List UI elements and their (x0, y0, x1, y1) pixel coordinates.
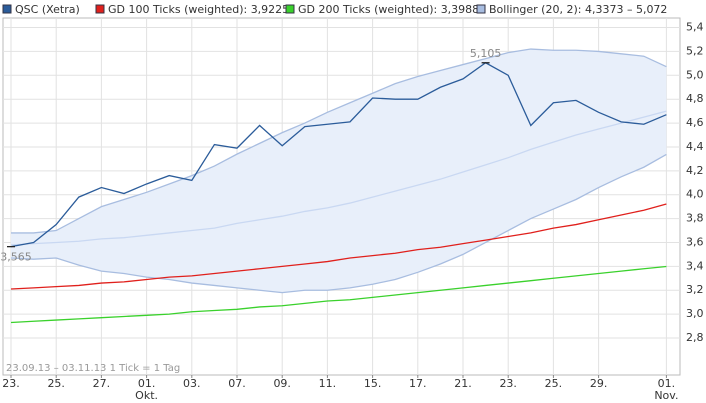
y-tick-label: 5,0 (686, 68, 704, 81)
y-tick-label: 3,6 (686, 235, 704, 248)
legend-swatch (285, 4, 295, 14)
x-tick-label: 25. (544, 377, 563, 390)
series-line (10, 203, 667, 290)
y-tick-label: 2,8 (686, 331, 704, 344)
legend-swatch (2, 4, 12, 14)
x-tick-label: 01. Okt. (135, 377, 159, 402)
x-tick-label: 27. (92, 377, 111, 390)
x-tick-label: 23. (2, 377, 20, 390)
x-tick-label: 29. (589, 377, 608, 390)
y-tick-label: 4,4 (686, 140, 704, 153)
legend-label: GD 100 Ticks (weighted): 3,9225 (108, 3, 289, 16)
y-tick-label: 5,4 (686, 21, 704, 34)
x-tick-label: 15. (363, 377, 382, 390)
x-tick-label: 03. (183, 377, 201, 390)
y-tick-label: 3,0 (686, 307, 704, 320)
y-tick-label: 3,2 (686, 283, 704, 296)
legend-label: QSC (Xetra) (15, 3, 80, 16)
y-tick-label: 5,2 (686, 44, 704, 57)
value-label: 3,565 (0, 251, 32, 264)
legend-swatch (95, 4, 105, 14)
legend-label: GD 200 Ticks (weighted): 3,3988 (298, 3, 479, 16)
series-line (10, 62, 667, 248)
x-tick-label: 23. (499, 377, 517, 390)
y-tick-label: 4,0 (686, 188, 704, 201)
y-tick-label: 3,4 (686, 259, 704, 272)
x-tick-label: 01. Nov. (654, 377, 679, 402)
x-tick-label: 17. (409, 377, 427, 390)
x-tick-label: 07. (228, 377, 246, 390)
x-tick-label: 25. (47, 377, 65, 390)
y-tick-label: 4,8 (686, 92, 704, 105)
x-tick-label: 11. (318, 377, 337, 390)
x-tick-label: 09. (273, 377, 291, 390)
series-line (10, 265, 667, 324)
y-tick-label: 4,2 (686, 164, 704, 177)
y-tick-label: 4,6 (686, 116, 704, 129)
y-tick-label: 3,8 (686, 212, 704, 225)
band-middle (10, 110, 667, 246)
band-upper (11, 48, 667, 234)
x-tick-label: 21. (454, 377, 472, 390)
band-lower (10, 153, 667, 294)
footnote: 23.09.13 – 03.11.13 1 Tick = 1 Tag (6, 363, 180, 374)
legend-swatch (476, 4, 486, 14)
legend-label: Bollinger (20, 2): 4,3373 – 5,072 (489, 3, 667, 16)
value-label: 5,105 (470, 47, 502, 60)
